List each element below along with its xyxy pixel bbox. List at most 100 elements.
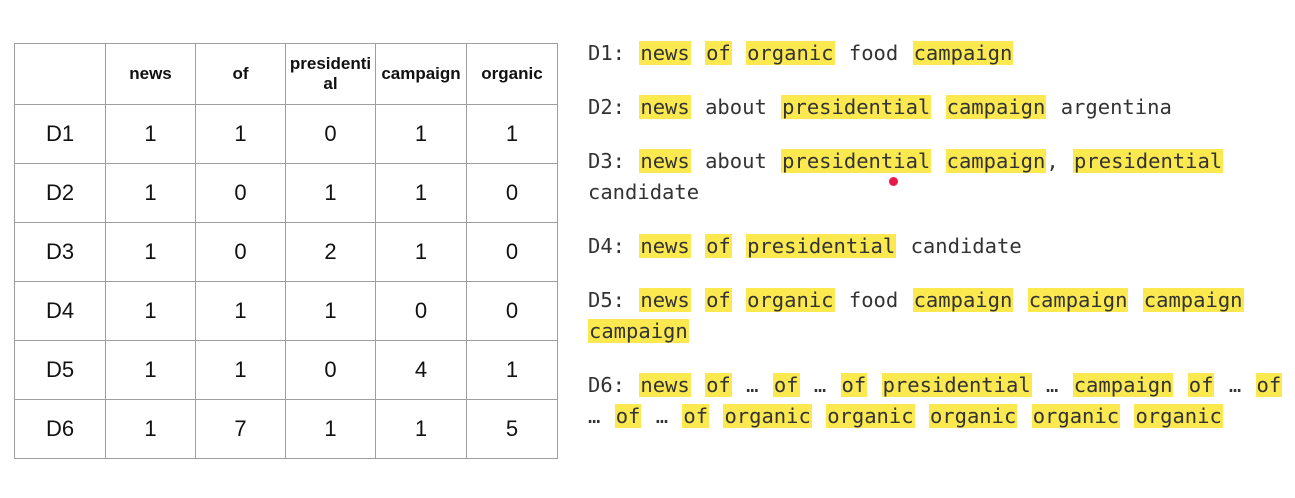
highlighted-term: presidential	[746, 234, 897, 258]
header-news: news	[105, 43, 196, 105]
highlighted-term: presidential	[881, 373, 1032, 397]
document-word: candidate	[910, 234, 1022, 258]
row-doc-label: D4	[14, 281, 106, 341]
table-cell: 1	[105, 222, 196, 282]
highlighted-term: campaign	[1072, 373, 1174, 397]
table-header-row: news of presidential campaign organic	[14, 43, 558, 105]
document-word: …	[1228, 373, 1242, 397]
table-cell: 1	[375, 163, 467, 223]
table-cell: 2	[285, 222, 376, 282]
document-line: D6: news of … of … of presidential … cam…	[588, 370, 1290, 432]
document-word: argentina	[1060, 95, 1172, 119]
document-list: D1: news of organic food campaign D2: new…	[588, 38, 1290, 432]
table-cell: 0	[285, 340, 376, 400]
highlighted-term: news	[639, 234, 691, 258]
highlighted-term: organic	[746, 41, 835, 65]
highlighted-term: organic	[746, 288, 835, 312]
table-cell: 1	[285, 399, 376, 459]
table-cell: 1	[195, 340, 286, 400]
row-doc-label: D5	[14, 340, 106, 400]
table-cell: 0	[375, 281, 467, 341]
highlighted-term: campaign	[912, 288, 1014, 312]
table-row: D2 1 0 1 1 0	[14, 163, 558, 223]
cursor-pointer-dot	[889, 177, 898, 186]
highlighted-term: presidential	[1073, 149, 1224, 173]
document-line: D3: news about presidential campaign, pr…	[588, 146, 1290, 208]
highlighted-term: news	[639, 373, 691, 397]
highlighted-term: of	[1187, 373, 1215, 397]
document-word: …	[1046, 373, 1059, 397]
highlighted-term: campaign	[1142, 288, 1244, 312]
highlighted-term: news	[639, 41, 691, 65]
document-line: D5: news of organic food campaign campai…	[588, 285, 1290, 347]
table-cell: 4	[375, 340, 467, 400]
document-label: D3:	[588, 149, 626, 173]
table-cell: 1	[105, 399, 196, 459]
highlighted-term: campaign	[1027, 288, 1129, 312]
document-label: D5:	[588, 288, 626, 312]
table-cell: 1	[375, 399, 467, 459]
document-label: D4:	[588, 234, 626, 258]
document-word: …	[655, 404, 669, 428]
highlighted-term: organic	[826, 404, 915, 428]
table-body: D1 1 1 0 1 1 D2 1 0 1 1 0 D3 1 0 2 1 0 D4 1 1 1 0 0 D5 1 1 0 4 1 D6 1 7 1…	[14, 104, 558, 459]
document-label: D1:	[588, 41, 626, 65]
table-row: D3 1 0 2 1 0	[14, 222, 558, 282]
highlighted-term: campaign	[588, 319, 689, 343]
document-word: food	[848, 288, 899, 312]
table-cell: 0	[195, 222, 286, 282]
table-cell: 1	[285, 281, 376, 341]
highlighted-term: of	[772, 373, 800, 397]
table-row: D6 1 7 1 1 5	[14, 399, 558, 459]
table-cell: 0	[466, 281, 558, 341]
highlighted-term: news	[639, 288, 691, 312]
highlighted-term: organic	[1031, 404, 1121, 428]
table-row: D5 1 1 0 4 1	[14, 340, 558, 400]
table-row: D4 1 1 1 0 0	[14, 281, 558, 341]
header-campaign: campaign	[375, 43, 467, 105]
header-of: of	[195, 43, 286, 105]
document-word: …	[588, 404, 601, 428]
table-cell: 1	[105, 163, 196, 223]
table-cell: 1	[195, 104, 286, 164]
highlighted-term: of	[682, 404, 710, 428]
table-cell: 1	[105, 340, 196, 400]
highlighted-term: organic	[1134, 404, 1223, 428]
highlighted-term: of	[705, 234, 732, 258]
highlighted-term: of	[705, 373, 732, 397]
highlighted-term: campaign	[912, 41, 1014, 65]
highlighted-term: of	[614, 404, 642, 428]
table-cell: 1	[466, 104, 558, 164]
term-frequency-table: news of presidential campaign organic D1…	[14, 43, 558, 459]
table-cell: 1	[466, 340, 558, 400]
table-row: D1 1 1 0 1 1	[14, 104, 558, 164]
table-cell: 0	[466, 163, 558, 223]
highlighted-term: organic	[723, 404, 812, 428]
row-doc-label: D2	[14, 163, 106, 223]
document-word: about	[705, 149, 767, 173]
table-cell: 7	[195, 399, 286, 459]
document-line: D1: news of organic food campaign	[588, 38, 1290, 69]
document-word: …	[813, 373, 827, 397]
table-cell: 5	[466, 399, 558, 459]
table-cell: 1	[105, 281, 196, 341]
table-cell: 1	[375, 104, 467, 164]
document-label: D6:	[588, 373, 626, 397]
table-cell: 1	[195, 281, 286, 341]
highlighted-term: news	[639, 149, 691, 173]
document-label: D2:	[588, 95, 626, 119]
table-cell: 1	[285, 163, 376, 223]
table-cell: 1	[105, 104, 196, 164]
header-corner-cell	[14, 43, 106, 105]
table-cell: 0	[195, 163, 286, 223]
document-line: D2: news about presidential campaign arg…	[588, 92, 1290, 123]
highlighted-term: of	[840, 373, 868, 397]
table-cell: 0	[466, 222, 558, 282]
highlighted-term: campaign	[945, 149, 1047, 173]
highlighted-term: news	[639, 95, 691, 119]
header-presidential: presidential	[285, 43, 376, 105]
document-line: D4: news of presidential candidate	[588, 231, 1290, 262]
row-doc-label: D3	[14, 222, 106, 282]
highlighted-term: of	[1255, 373, 1283, 397]
row-doc-label: D6	[14, 399, 106, 459]
